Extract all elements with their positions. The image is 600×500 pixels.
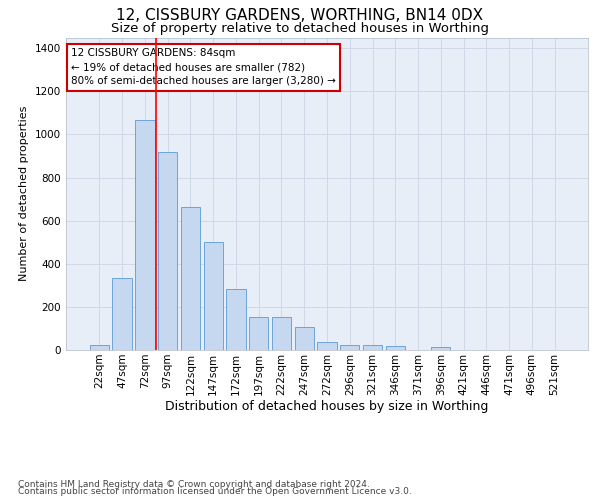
Text: Size of property relative to detached houses in Worthing: Size of property relative to detached ho… xyxy=(111,22,489,35)
Bar xyxy=(249,316,268,350)
Bar xyxy=(158,152,178,350)
Bar xyxy=(181,206,200,350)
Text: Contains HM Land Registry data © Crown copyright and database right 2024.: Contains HM Land Registry data © Crown c… xyxy=(18,480,370,489)
Bar xyxy=(431,348,451,350)
Bar xyxy=(295,328,314,350)
Bar xyxy=(272,316,291,350)
Bar xyxy=(363,344,382,350)
Bar xyxy=(226,288,245,350)
Y-axis label: Number of detached properties: Number of detached properties xyxy=(19,106,29,282)
Bar xyxy=(112,278,132,350)
Bar xyxy=(90,346,109,350)
Text: 12 CISSBURY GARDENS: 84sqm
← 19% of detached houses are smaller (782)
80% of sem: 12 CISSBURY GARDENS: 84sqm ← 19% of deta… xyxy=(71,48,336,86)
Bar xyxy=(203,242,223,350)
X-axis label: Distribution of detached houses by size in Worthing: Distribution of detached houses by size … xyxy=(166,400,488,413)
Bar xyxy=(317,342,337,350)
Text: 12, CISSBURY GARDENS, WORTHING, BN14 0DX: 12, CISSBURY GARDENS, WORTHING, BN14 0DX xyxy=(116,8,484,23)
Bar xyxy=(135,120,155,350)
Bar xyxy=(340,344,359,350)
Text: Contains public sector information licensed under the Open Government Licence v3: Contains public sector information licen… xyxy=(18,487,412,496)
Bar xyxy=(386,346,405,350)
